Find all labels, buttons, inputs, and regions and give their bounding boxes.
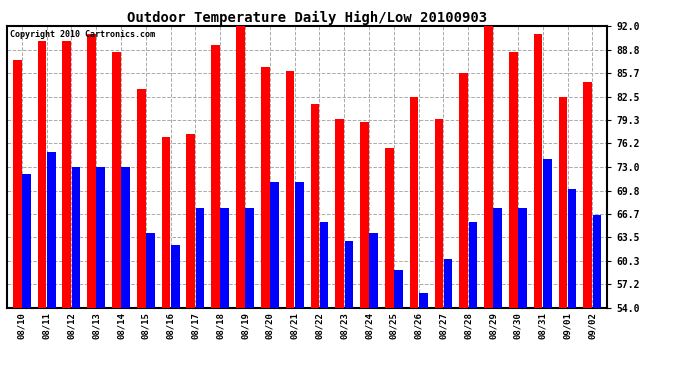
Bar: [583, 82, 592, 308]
Bar: [146, 234, 155, 308]
Bar: [484, 26, 493, 308]
Bar: [286, 70, 295, 308]
Bar: [47, 152, 55, 308]
Bar: [319, 222, 328, 308]
Bar: [97, 167, 105, 308]
Bar: [196, 208, 204, 308]
Bar: [261, 67, 270, 308]
Bar: [211, 45, 220, 308]
Bar: [121, 167, 130, 308]
Bar: [360, 123, 369, 308]
Bar: [444, 260, 453, 308]
Bar: [435, 119, 443, 308]
Bar: [137, 89, 146, 308]
Bar: [245, 208, 254, 308]
Bar: [410, 97, 418, 308]
Bar: [419, 293, 428, 308]
Bar: [310, 104, 319, 308]
Bar: [161, 137, 170, 308]
Bar: [87, 34, 96, 308]
Bar: [568, 189, 576, 308]
Bar: [493, 208, 502, 308]
Bar: [593, 215, 601, 308]
Bar: [460, 73, 468, 308]
Bar: [72, 167, 80, 308]
Bar: [22, 174, 31, 308]
Bar: [509, 52, 518, 308]
Bar: [63, 41, 71, 308]
Bar: [270, 182, 279, 308]
Bar: [469, 222, 477, 308]
Bar: [236, 22, 245, 308]
Bar: [295, 182, 304, 308]
Bar: [385, 148, 393, 308]
Bar: [518, 208, 527, 308]
Bar: [112, 52, 121, 308]
Bar: [344, 241, 353, 308]
Bar: [543, 159, 551, 308]
Title: Outdoor Temperature Daily High/Low 20100903: Outdoor Temperature Daily High/Low 20100…: [127, 11, 487, 25]
Bar: [13, 60, 21, 308]
Text: Copyright 2010 Cartronics.com: Copyright 2010 Cartronics.com: [10, 30, 155, 39]
Bar: [335, 119, 344, 308]
Bar: [534, 34, 542, 308]
Bar: [171, 244, 179, 308]
Bar: [369, 234, 378, 308]
Bar: [559, 97, 567, 308]
Bar: [186, 134, 195, 308]
Bar: [394, 270, 403, 308]
Bar: [221, 208, 229, 308]
Bar: [38, 41, 46, 308]
